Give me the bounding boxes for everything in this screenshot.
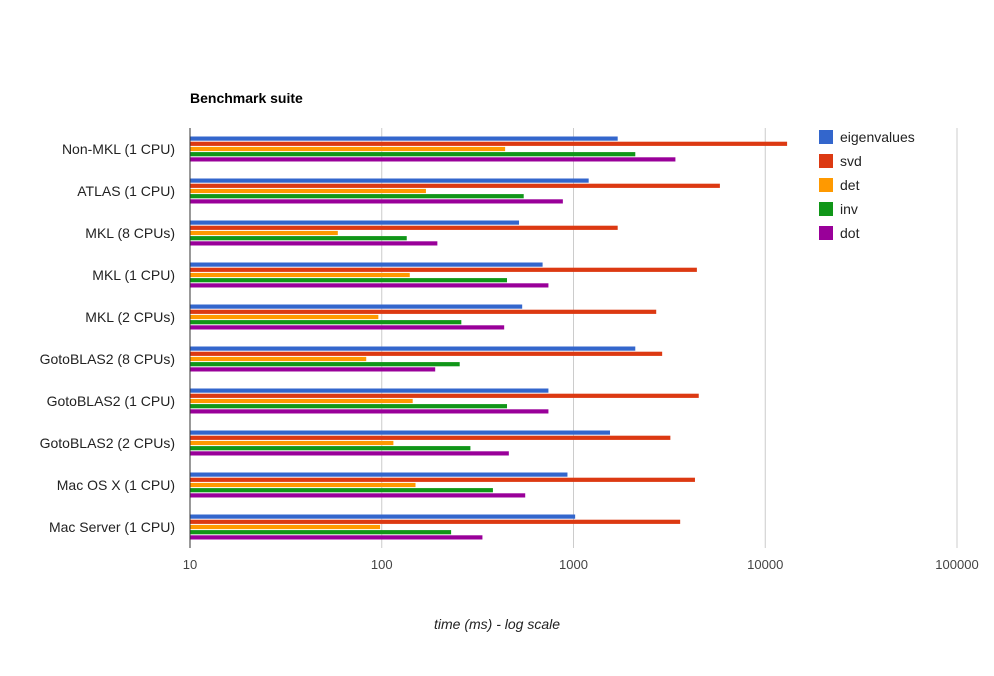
bar-inv[interactable] [190,236,407,241]
x-tick-label: 100 [371,557,393,572]
bar-det[interactable] [190,272,410,278]
bar-inv[interactable] [190,152,636,157]
bar-svd[interactable] [190,225,618,230]
bar-svd[interactable] [190,309,657,314]
legend-swatch-det[interactable] [819,178,833,192]
bar-inv[interactable] [190,194,524,199]
bar-inv[interactable] [190,404,508,409]
bar-svd[interactable] [190,477,695,482]
legend-label-inv[interactable]: inv [840,201,858,217]
bars [190,136,788,540]
gridlines [381,128,958,548]
x-tick-label: 1000 [559,557,588,572]
bar-eigenvalues[interactable] [190,178,589,183]
bar-svd[interactable] [190,435,671,440]
bar-det[interactable] [190,398,413,404]
category-label: Mac Server (1 CPU) [49,519,175,535]
legend-swatch-eigenvalues[interactable] [819,130,833,144]
bar-det[interactable] [190,440,394,446]
chart-title: Benchmark suite [190,90,303,106]
bar-inv[interactable] [190,530,452,535]
category-label: MKL (2 CPUs) [85,309,175,325]
bar-eigenvalues[interactable] [190,346,636,351]
legend[interactable]: eigenvalues svd det inv dot [819,129,915,241]
x-tick-label: 100000 [935,557,978,572]
bar-eigenvalues[interactable] [190,514,576,519]
bar-svd[interactable] [190,393,699,398]
bar-dot[interactable] [190,199,563,204]
category-labels: Non-MKL (1 CPU) ATLAS (1 CPU) MKL (8 CPUs)… [40,141,175,535]
legend-label-svd[interactable]: svd [840,153,862,169]
bar-dot[interactable] [190,367,436,372]
category-label: Non-MKL (1 CPU) [62,141,175,157]
legend-swatch-svd[interactable] [819,154,833,168]
bar-eigenvalues[interactable] [190,136,618,141]
x-tick-labels: 10 100 1000 10000 100000 [183,557,979,572]
bar-eigenvalues[interactable] [190,472,568,477]
bar-dot[interactable] [190,325,505,330]
category-label: GotoBLAS2 (2 CPUs) [40,435,175,451]
bar-dot[interactable] [190,451,509,456]
bar-dot[interactable] [190,283,549,288]
bar-det[interactable] [190,524,381,530]
x-tick-label: 10000 [747,557,783,572]
bar-inv[interactable] [190,320,462,325]
bar-inv[interactable] [190,488,493,493]
legend-label-dot[interactable]: dot [840,225,860,241]
legend-label-det[interactable]: det [840,177,860,193]
bar-dot[interactable] [190,535,483,540]
x-tick-label: 10 [183,557,197,572]
bar-inv[interactable] [190,278,508,283]
bar-det[interactable] [190,188,426,194]
bar-eigenvalues[interactable] [190,388,549,393]
bar-svd[interactable] [190,519,681,524]
bar-dot[interactable] [190,241,438,246]
bar-inv[interactable] [190,362,460,367]
bar-svd[interactable] [190,183,720,188]
bar-dot[interactable] [190,409,549,414]
bar-svd[interactable] [190,351,663,356]
bar-dot[interactable] [190,493,526,498]
bar-inv[interactable] [190,446,471,451]
bar-eigenvalues[interactable] [190,262,543,267]
category-label: ATLAS (1 CPU) [77,183,175,199]
bar-dot[interactable] [190,157,676,162]
legend-swatch-inv[interactable] [819,202,833,216]
bar-det[interactable] [190,482,416,488]
bar-svd[interactable] [190,267,697,272]
category-label: Mac OS X (1 CPU) [57,477,175,493]
category-label: GotoBLAS2 (8 CPUs) [40,351,175,367]
bar-eigenvalues[interactable] [190,304,523,309]
category-label: MKL (1 CPU) [92,267,175,283]
x-axis-title: time (ms) - log scale [434,616,560,632]
bar-eigenvalues[interactable] [190,430,610,435]
bar-det[interactable] [190,146,506,152]
bar-svd[interactable] [190,141,788,146]
bar-det[interactable] [190,356,367,362]
bar-det[interactable] [190,314,379,320]
category-label: GotoBLAS2 (1 CPU) [47,393,175,409]
legend-label-eigenvalues[interactable]: eigenvalues [840,129,915,145]
bar-eigenvalues[interactable] [190,220,520,225]
bar-det[interactable] [190,230,338,236]
legend-swatch-dot[interactable] [819,226,833,240]
category-label: MKL (8 CPUs) [85,225,175,241]
